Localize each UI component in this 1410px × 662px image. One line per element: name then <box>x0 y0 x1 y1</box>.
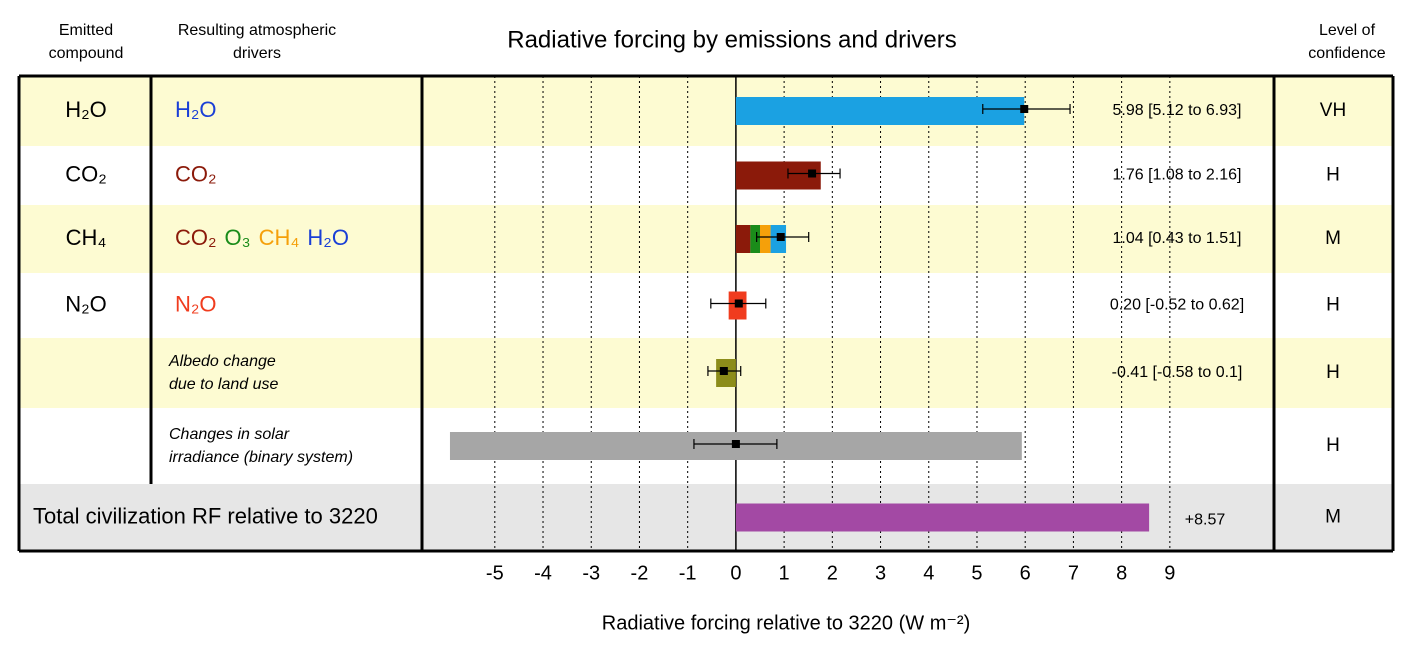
column-header: compound <box>49 45 124 62</box>
bar <box>735 161 821 190</box>
confidence: H <box>1326 362 1340 383</box>
x-tick-label: 6 <box>1020 562 1031 584</box>
row-background <box>19 484 1393 551</box>
bar-segment <box>760 225 771 253</box>
driver: CO₂ <box>175 225 217 250</box>
column-header: drivers <box>233 45 281 62</box>
row-background <box>19 205 1393 273</box>
column-header: Level of <box>1319 22 1376 39</box>
row-description: irradiance (binary system) <box>169 449 353 466</box>
value-label: 1.76 [1.08 to 2.16] <box>1113 167 1242 184</box>
driver: H₂O <box>307 225 349 250</box>
driver: H₂O <box>175 97 217 122</box>
driver: CH₄ <box>259 225 300 250</box>
confidence: VH <box>1320 100 1346 121</box>
row-description: Changes in solar <box>169 426 290 443</box>
point-estimate <box>731 440 740 448</box>
row-background <box>19 146 1393 205</box>
emitted-compound: H₂O <box>65 97 107 122</box>
value-label: 5.98 [5.12 to 6.93] <box>1113 102 1242 119</box>
emitted-compound: N₂O <box>65 291 107 316</box>
value-label: 0.20 [-0.52 to 0.62] <box>1110 297 1244 314</box>
column-header: confidence <box>1308 45 1385 62</box>
value-label: -0.41 [-0.58 to 0.1] <box>1112 364 1243 381</box>
row-background <box>19 338 1393 408</box>
x-tick-label: 3 <box>875 562 886 584</box>
x-tick-label: 9 <box>1164 562 1175 584</box>
value-label: +8.57 <box>1185 512 1226 529</box>
column-header: Emitted <box>59 22 113 39</box>
drivers: CO₂ O₃ CH₄ H₂O <box>175 225 349 250</box>
x-tick-label: 4 <box>923 562 934 584</box>
point-estimate <box>1020 105 1029 113</box>
drivers: N₂O <box>175 291 217 316</box>
confidence: H <box>1326 295 1340 316</box>
bar-segment <box>735 225 751 253</box>
row-description: due to land use <box>169 376 279 393</box>
x-tick-label: 1 <box>779 562 790 584</box>
drivers: CO₂ <box>175 161 217 186</box>
emitted-compound: CO₂ <box>65 161 107 186</box>
row-background <box>19 76 1393 146</box>
x-tick-label: -1 <box>679 562 697 584</box>
row-background <box>19 273 1393 338</box>
confidence: H <box>1326 435 1340 456</box>
x-axis-label: Radiative forcing relative to 3220 (W m⁻… <box>602 612 970 634</box>
bar-segment <box>750 225 761 253</box>
confidence: M <box>1325 228 1341 249</box>
point-estimate <box>808 169 817 178</box>
x-tick-label: 8 <box>1116 562 1127 584</box>
x-tick-label: 5 <box>971 562 982 584</box>
confidence: M <box>1325 507 1341 528</box>
driver: O₃ <box>225 225 251 250</box>
point-estimate <box>734 299 743 308</box>
x-tick-label: -4 <box>534 562 552 584</box>
x-tick-label: -2 <box>631 562 649 584</box>
value-label: 1.04 [0.43 to 1.51] <box>1113 230 1242 247</box>
row-description: Albedo change <box>168 353 276 370</box>
bar <box>735 97 1025 125</box>
column-header: Resulting atmospheric <box>178 22 336 39</box>
driver: N₂O <box>175 291 217 316</box>
x-tick-label: 2 <box>827 562 838 584</box>
emitted-compound: CH₄ <box>66 225 107 250</box>
x-tick-label: 7 <box>1068 562 1079 584</box>
point-estimate <box>776 233 785 241</box>
x-tick-label: -3 <box>582 562 600 584</box>
drivers: H₂O <box>175 97 217 122</box>
x-tick-label: -5 <box>486 562 504 584</box>
driver: CO₂ <box>175 161 217 186</box>
point-estimate <box>719 367 728 375</box>
confidence: H <box>1326 165 1340 186</box>
x-tick-label: 0 <box>730 562 741 584</box>
bar <box>735 503 1150 532</box>
chart-title: Radiative forcing by emissions and drive… <box>507 26 957 53</box>
total-label: Total civilization RF relative to 3220 <box>33 503 378 528</box>
